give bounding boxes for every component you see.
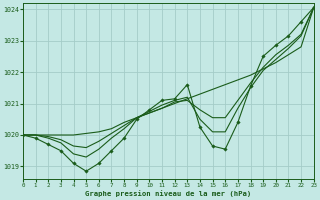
X-axis label: Graphe pression niveau de la mer (hPa): Graphe pression niveau de la mer (hPa) (85, 190, 252, 197)
